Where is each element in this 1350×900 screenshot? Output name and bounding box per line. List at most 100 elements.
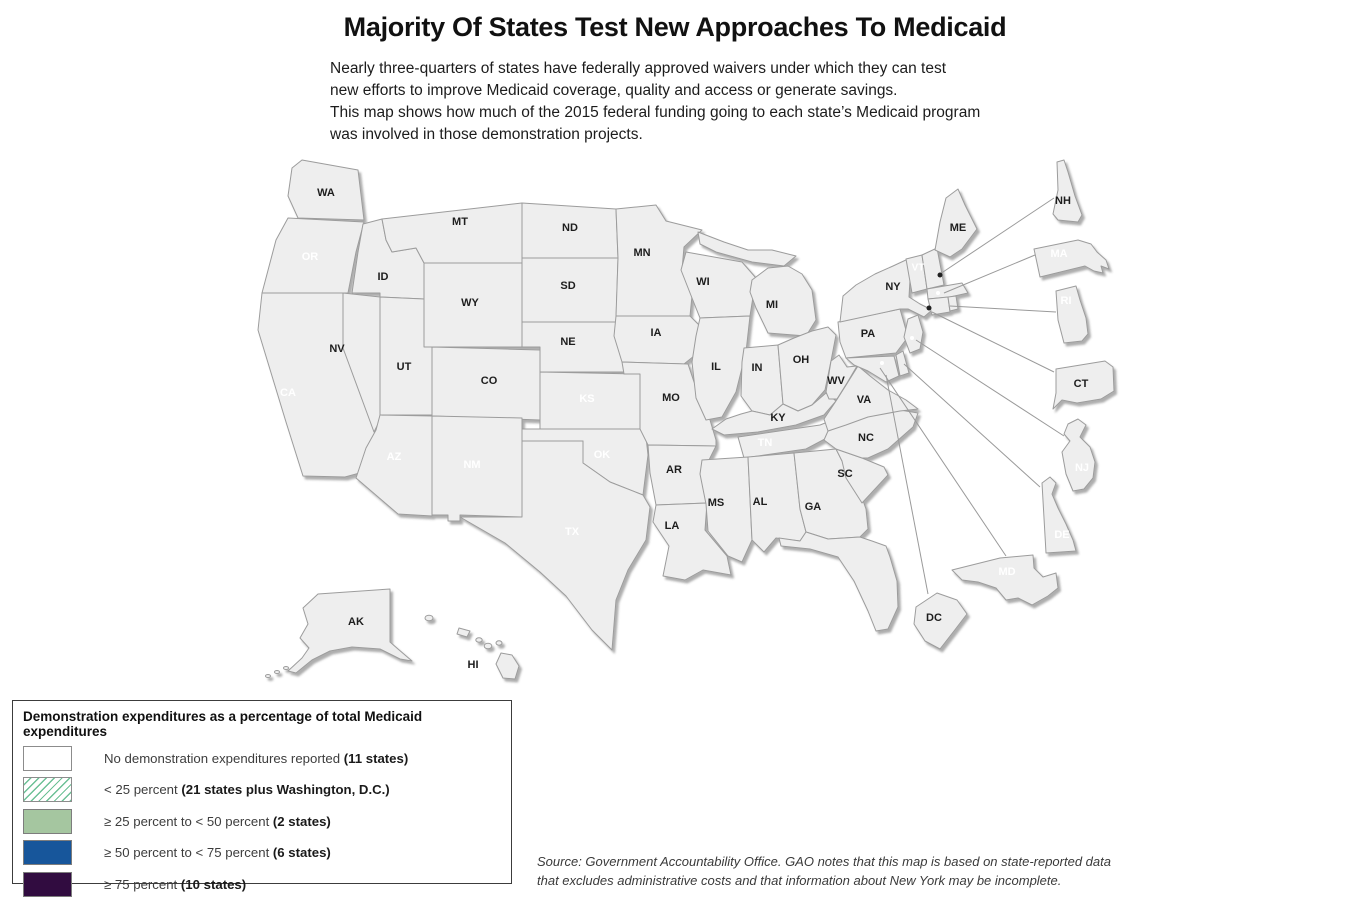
svg-text:KS: KS xyxy=(579,393,594,405)
svg-text:IN: IN xyxy=(752,362,763,374)
svg-text:OK: OK xyxy=(594,449,611,461)
svg-text:MO: MO xyxy=(662,392,680,404)
svg-text:NM: NM xyxy=(463,459,480,471)
legend-count-gte75: (10 states) xyxy=(180,876,247,892)
svg-text:NJ: NJ xyxy=(1075,462,1089,474)
anchor-dot-NJ xyxy=(910,336,914,340)
state-OR xyxy=(261,217,365,294)
svg-text:AL: AL xyxy=(753,496,768,508)
svg-text:ME: ME xyxy=(950,222,967,234)
legend-count-50to75: (6 states) xyxy=(272,845,331,860)
anchor-dot-MD xyxy=(880,361,884,365)
legend-label-lt25: < 25 percent xyxy=(104,782,178,797)
svg-text:VA: VA xyxy=(857,394,872,406)
state-WI xyxy=(680,251,757,319)
legend-item-lt25: < 25 percent (21 states plus Washington,… xyxy=(23,777,501,802)
state-UT xyxy=(379,296,433,416)
state-HI-island xyxy=(495,640,503,646)
legend-swatch-50to75 xyxy=(23,840,72,865)
legend-swatch-lt25 xyxy=(23,777,72,802)
svg-text:MI: MI xyxy=(766,299,778,311)
state-IA xyxy=(613,315,703,365)
leader-line-DE xyxy=(903,363,1041,488)
leader-line-MD xyxy=(879,367,1007,557)
state-IL xyxy=(691,315,751,421)
state-WA xyxy=(287,159,365,221)
state-HI-island xyxy=(424,614,434,622)
svg-text:VT: VT xyxy=(912,263,925,274)
state-DE xyxy=(895,350,910,377)
state-callout-MD xyxy=(951,554,1059,606)
state-KY xyxy=(711,392,837,436)
svg-text:TX: TX xyxy=(565,526,580,538)
callout-leader-lines xyxy=(879,197,1065,595)
leader-line-CT xyxy=(931,311,1055,373)
state-AK-aleutian-island xyxy=(283,666,289,670)
state-MO xyxy=(621,361,717,447)
svg-text:CT: CT xyxy=(1074,378,1089,390)
legend-title: Demonstration expenditures as a percenta… xyxy=(23,709,423,739)
source-note: Source: Government Accountability Office… xyxy=(537,854,1111,888)
svg-text:WV: WV xyxy=(827,375,845,387)
state-AK-aleutian-island xyxy=(274,670,280,674)
svg-text:IL: IL xyxy=(711,361,721,373)
legend-item-none: No demonstration expenditures reported (… xyxy=(23,745,501,771)
svg-text:NY: NY xyxy=(885,281,901,293)
svg-text:GA: GA xyxy=(805,501,822,513)
state-ME xyxy=(934,188,978,258)
svg-text:MD: MD xyxy=(998,566,1015,578)
state-AK-aleutian-island xyxy=(265,674,271,678)
legend-swatch-none xyxy=(23,745,72,771)
states-layer xyxy=(257,159,1115,680)
svg-text:UT: UT xyxy=(397,361,412,373)
legend-count-none: (11 states) xyxy=(343,750,409,766)
state-callout-CT xyxy=(1052,360,1115,410)
state-callout-MA xyxy=(1033,239,1110,278)
svg-text:MS: MS xyxy=(708,497,725,509)
state-MI xyxy=(749,265,817,337)
svg-text:WA: WA xyxy=(317,187,335,199)
svg-text:OH: OH xyxy=(793,354,810,366)
state-callout-NH xyxy=(1052,159,1083,223)
state-HI-big-island xyxy=(495,652,520,680)
svg-text:LA: LA xyxy=(665,520,680,532)
svg-text:ND: ND xyxy=(562,222,578,234)
state-HI-island xyxy=(483,642,493,650)
anchor-dot-MA xyxy=(936,291,940,295)
svg-text:ID: ID xyxy=(378,271,389,283)
svg-text:FL: FL xyxy=(840,575,854,587)
svg-text:SD: SD xyxy=(560,280,575,292)
state-HI-island xyxy=(456,627,471,638)
svg-text:CO: CO xyxy=(481,375,498,387)
page-title: Majority Of States Test New Approaches T… xyxy=(343,12,1007,42)
state-callout-DC xyxy=(913,592,968,650)
svg-text:NV: NV xyxy=(329,343,345,355)
state-callout-DE xyxy=(1041,476,1077,554)
anchor-dot-NH xyxy=(937,272,943,278)
svg-text:AZ: AZ xyxy=(387,451,402,463)
legend-label-25to50: ≥ 25 percent to < 50 percent xyxy=(104,813,270,829)
legend-label-50to75: ≥ 50 percent to < 75 percent xyxy=(104,845,270,860)
legend-swatch-25to50 xyxy=(23,808,72,834)
legend-count-lt25: (21 states plus Washington, D.C.) xyxy=(181,782,390,797)
svg-text:PA: PA xyxy=(861,328,876,340)
leader-line-DC xyxy=(885,374,929,595)
leader-line-MA xyxy=(943,254,1036,294)
legend-item-gte75: ≥ 75 percent (10 states) xyxy=(23,871,501,897)
svg-text:NE: NE xyxy=(560,336,575,348)
svg-text:KY: KY xyxy=(770,412,786,424)
svg-text:DC: DC xyxy=(926,612,942,624)
state-IN xyxy=(740,344,784,416)
svg-text:WY: WY xyxy=(461,297,479,309)
svg-text:CA: CA xyxy=(280,387,296,399)
legend-count-25to50: (2 states) xyxy=(272,813,331,829)
leader-line-NJ xyxy=(915,339,1065,437)
svg-text:RI: RI xyxy=(1061,295,1072,307)
svg-text:SC: SC xyxy=(837,468,852,480)
state-LA xyxy=(652,502,732,581)
svg-text:AK: AK xyxy=(348,616,364,628)
state-SC xyxy=(835,448,889,504)
legend-swatch-gte75 xyxy=(23,871,72,897)
svg-text:NC: NC xyxy=(858,432,874,444)
state-MI-upper-peninsula xyxy=(697,231,797,267)
